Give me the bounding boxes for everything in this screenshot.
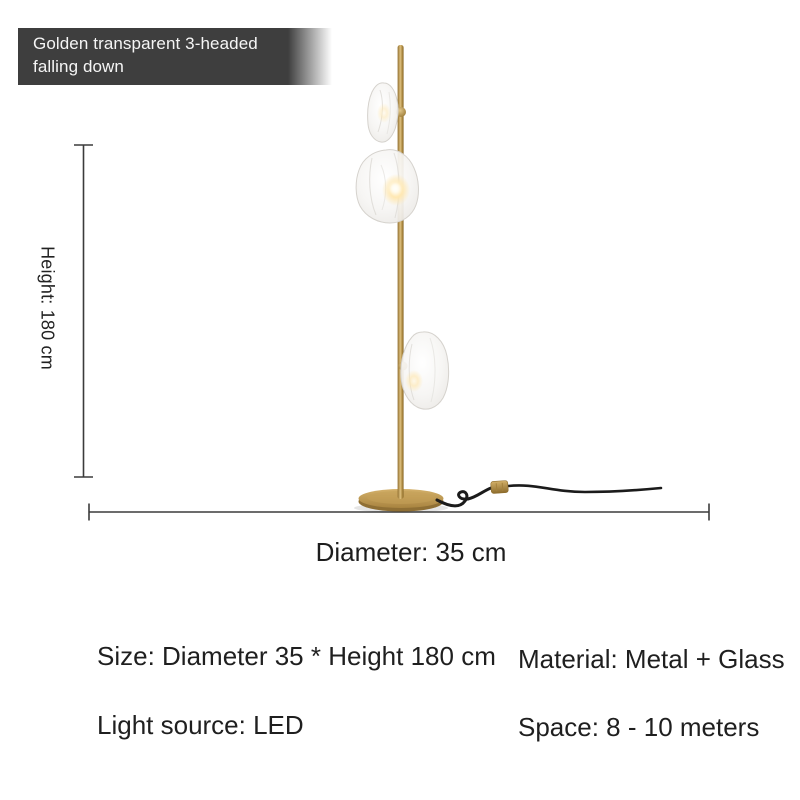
product-title-label: Golden transparent 3-headed falling down [18,28,332,85]
spec-material: Material: Metal + Glass [518,644,785,674]
glass-shade-middle [355,149,419,224]
spec-light-source: Light source: LED [97,710,304,740]
diameter-dimension-text: Diameter: 35 cm [315,537,507,567]
bulb-core [389,182,401,194]
spec-size: Size: Diameter 35 * Height 180 cm [97,641,496,671]
spec-space: Space: 8 - 10 meters [518,712,760,742]
power-cord [435,484,663,508]
glass-shade-top [367,82,399,143]
height-dimension-text: Height: 180 cm [37,246,58,370]
diameter-dimension-line [88,503,710,521]
height-dimension-line [74,144,93,478]
cord-switch [490,480,509,494]
glass-shade-bottom [400,331,450,410]
